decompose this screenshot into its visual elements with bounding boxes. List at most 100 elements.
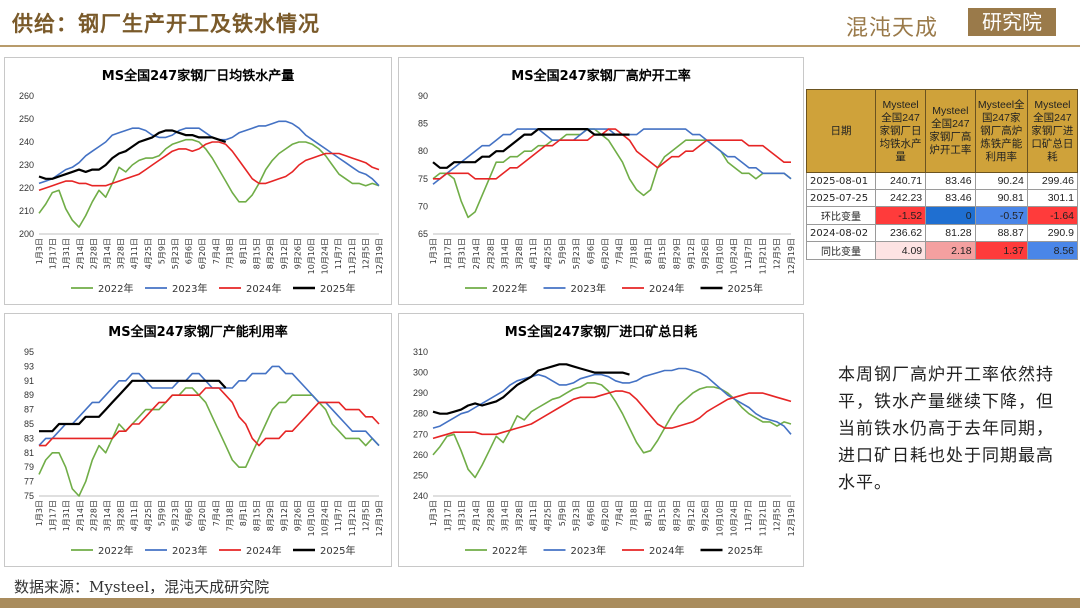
table-row-label: 同比变量 bbox=[806, 241, 876, 260]
legend-label: 2022年 bbox=[492, 544, 527, 557]
legend-label: 2025年 bbox=[320, 544, 355, 557]
y-tick-label: 87 bbox=[24, 405, 34, 415]
x-tick-label: 9月12日 bbox=[280, 500, 289, 531]
series-line-2024年 bbox=[39, 387, 380, 447]
y-tick-label: 79 bbox=[24, 462, 34, 472]
table-row-label: 2025-07-25 bbox=[806, 189, 876, 207]
x-tick-label: 8月15日 bbox=[658, 238, 667, 269]
brand-seal: 研究院 bbox=[968, 8, 1056, 36]
x-tick-label: 4月11日 bbox=[130, 238, 139, 269]
x-tick-label: 12月19日 bbox=[787, 238, 796, 274]
x-tick-label: 8月29日 bbox=[266, 238, 275, 269]
chart-iron-output: MS全国247家钢厂日均铁水产量 200 210 220 230 240 250 260 1月3… bbox=[19, 68, 384, 295]
x-tick-label: 9月26日 bbox=[701, 500, 710, 531]
legend-label: 2023年 bbox=[172, 544, 207, 557]
x-tick-label: 8月15日 bbox=[658, 500, 667, 531]
series-line-2022年 bbox=[432, 128, 792, 219]
legend-label: 2022年 bbox=[492, 282, 527, 295]
x-tick-label: 12月5日 bbox=[361, 238, 370, 269]
x-tick-label: 4月25日 bbox=[544, 238, 553, 269]
series-line-2022年 bbox=[432, 382, 792, 479]
x-tick-label: 3月28日 bbox=[117, 238, 126, 269]
table-cell: 236.62 bbox=[874, 224, 927, 242]
table-cell: -0.57 bbox=[974, 206, 1028, 225]
legend-label: 2023年 bbox=[571, 282, 606, 295]
x-tick-label: 7月18日 bbox=[629, 238, 638, 269]
y-tick-label: 270 bbox=[413, 429, 428, 439]
x-tick-label: 2月14日 bbox=[472, 500, 481, 531]
y-tick-label: 95 bbox=[24, 347, 34, 357]
legend-label: 2025年 bbox=[320, 282, 355, 295]
x-tick-label: 9月12日 bbox=[280, 238, 289, 269]
x-tick-label: 11月21日 bbox=[758, 500, 767, 536]
x-tick-label: 3月14日 bbox=[103, 500, 112, 531]
x-tick-label: 8月29日 bbox=[672, 238, 681, 269]
x-tick-label: 10月24日 bbox=[321, 238, 330, 274]
x-tick-label: 11月7日 bbox=[744, 238, 753, 269]
x-tick-label: 12月19日 bbox=[787, 500, 796, 536]
x-tick-label: 7月18日 bbox=[629, 500, 638, 531]
table-header-ore: Mysteel全国247家钢厂进口矿总日耗 bbox=[1026, 89, 1079, 173]
y-tick-label: 83 bbox=[24, 433, 34, 443]
x-tick-label: 1月17日 bbox=[443, 238, 452, 269]
y-tick-label: 250 bbox=[413, 470, 428, 480]
x-tick-label: 2月14日 bbox=[76, 238, 85, 269]
series-line-2022年 bbox=[38, 387, 380, 497]
table-row: 2025-08-01 240.71 83.46 90.24 299.46 bbox=[806, 172, 1079, 190]
x-tick-label: 12月19日 bbox=[375, 238, 384, 274]
y-tick-label: 75 bbox=[24, 491, 34, 501]
header-divider bbox=[0, 45, 1080, 47]
y-tick-label: 300 bbox=[413, 368, 428, 378]
x-tick-label: 10月10日 bbox=[715, 238, 724, 274]
x-tick-label: 6月20日 bbox=[198, 238, 207, 269]
chart-panel-capacity-utilization: MS全国247家钢厂产能利用率 75 77 79 81 83 85 87 89 91 93 95 1月3… bbox=[4, 313, 392, 567]
legend-label: 2022年 bbox=[98, 282, 133, 295]
table-cell: 0 bbox=[925, 206, 976, 225]
y-tick-label: 240 bbox=[19, 137, 34, 147]
chart-title: MS全国247家钢厂高炉开工率 bbox=[511, 68, 690, 84]
x-tick-label: 1月17日 bbox=[443, 500, 452, 531]
x-tick-label: 9月12日 bbox=[687, 500, 696, 531]
x-tick-label: 7月4日 bbox=[212, 500, 221, 526]
x-tick-label: 5月23日 bbox=[572, 500, 581, 531]
x-tick-label: 2月14日 bbox=[76, 500, 85, 531]
x-tick-label: 10月24日 bbox=[730, 500, 739, 536]
x-tick-label: 5月23日 bbox=[171, 238, 180, 269]
table-header-iron-output: Mysteel全国247家钢厂日均铁水产量 bbox=[874, 89, 927, 173]
x-tick-label: 5月9日 bbox=[558, 500, 567, 526]
y-tick-label: 81 bbox=[24, 448, 34, 458]
footer-bar bbox=[0, 598, 1080, 608]
legend-label: 2024年 bbox=[649, 544, 684, 557]
x-tick-label: 1月17日 bbox=[49, 238, 58, 269]
y-tick-label: 210 bbox=[19, 206, 34, 216]
legend-label: 2023年 bbox=[571, 544, 606, 557]
x-tick-label: 8月15日 bbox=[253, 500, 262, 531]
table-header-row: 日期 Mysteel全国247家钢厂日均铁水产量 Mysteel全国247家钢厂… bbox=[806, 89, 1079, 173]
table-row: 环比变量 -1.52 0 -0.57 -1.64 bbox=[806, 206, 1079, 225]
chart-panel-blast-furnace-rate: MS全国247家钢厂高炉开工率 65 70 75 80 85 90 1月3日 1月17日 1月31… bbox=[398, 57, 804, 305]
table-cell: 290.9 bbox=[1026, 224, 1079, 242]
legend-label: 2025年 bbox=[728, 544, 763, 557]
x-tick-label: 8月1日 bbox=[239, 238, 248, 264]
x-tick-label: 12月5日 bbox=[773, 238, 782, 269]
y-tick-label: 80 bbox=[418, 146, 428, 156]
table-cell: -1.52 bbox=[874, 206, 927, 225]
chart-ore-consumption: MS全国247家钢厂进口矿总日耗 240 250 260 270 280 290 300 310… bbox=[413, 324, 796, 557]
table-row-label: 2025-08-01 bbox=[806, 172, 876, 190]
y-tick-label: 240 bbox=[413, 491, 428, 501]
x-tick-label: 8月29日 bbox=[266, 500, 275, 531]
x-tick-label: 11月21日 bbox=[348, 238, 357, 274]
page-title: 供给：钢厂生产开工及铁水情况 bbox=[12, 11, 320, 36]
x-tick-label: 3月14日 bbox=[501, 500, 510, 531]
x-tick-label: 4月25日 bbox=[144, 238, 153, 269]
x-tick-label: 9月26日 bbox=[701, 238, 710, 269]
table-cell: 4.09 bbox=[874, 241, 927, 260]
legend-label: 2023年 bbox=[172, 282, 207, 295]
series-line-2025年 bbox=[432, 127, 630, 169]
x-tick-label: 3月28日 bbox=[515, 500, 524, 531]
x-tick-label: 5月9日 bbox=[558, 238, 567, 264]
y-tick-label: 65 bbox=[418, 229, 428, 239]
x-tick-label: 10月10日 bbox=[307, 500, 316, 536]
table-row: 同比变量 4.09 2.18 1.37 8.56 bbox=[806, 241, 1079, 260]
table-cell: 83.46 bbox=[925, 189, 976, 207]
